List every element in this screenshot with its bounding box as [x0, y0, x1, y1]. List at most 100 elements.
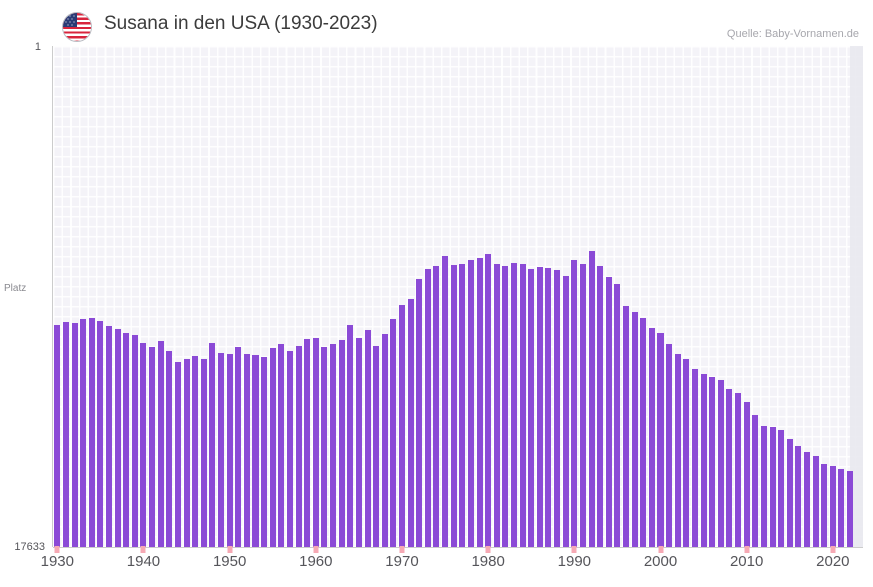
x-tick-mark [830, 546, 836, 553]
bar [554, 270, 561, 547]
x-tick-label: 2020 [816, 553, 850, 570]
shaded-future-region [850, 46, 863, 547]
bar [252, 355, 259, 547]
source-label: Quelle: Baby-Vornamen.de [726, 28, 859, 40]
bar [519, 264, 526, 547]
x-tick-label: 1930 [40, 553, 74, 570]
bar [536, 267, 543, 547]
y-axis-bottom-label: 17633 [14, 541, 45, 553]
x-tick-label: 1940 [126, 553, 161, 570]
bar [390, 319, 397, 547]
bar [821, 464, 828, 547]
bar [269, 348, 276, 547]
bar [847, 471, 854, 547]
bar [786, 439, 793, 547]
x-tick-label: 2010 [729, 553, 764, 570]
bar [97, 321, 104, 547]
bar [562, 276, 569, 547]
bar [330, 344, 337, 547]
bar [364, 330, 371, 547]
bar [735, 393, 742, 547]
bar [424, 269, 431, 547]
bars-layer [53, 46, 863, 547]
bar [123, 333, 130, 547]
bar [579, 264, 586, 547]
bar [605, 277, 612, 547]
bar [286, 351, 293, 547]
bar [88, 318, 95, 547]
bar [760, 426, 767, 547]
bar [226, 354, 233, 547]
bar [321, 347, 328, 547]
bar [114, 329, 121, 547]
bar [450, 265, 457, 547]
bar [243, 354, 250, 547]
bar [192, 356, 199, 547]
bar [433, 266, 440, 547]
bar [683, 359, 690, 547]
bar [674, 354, 681, 547]
bar [648, 328, 655, 547]
bar [571, 260, 578, 547]
bar [700, 374, 707, 547]
x-tick-label: 1960 [299, 553, 333, 570]
flag-canton [63, 13, 77, 27]
bar [838, 469, 845, 547]
bar [416, 279, 423, 547]
bar [200, 359, 207, 547]
bar [709, 377, 716, 547]
x-tick-mark [744, 546, 750, 553]
bar [166, 351, 173, 547]
bar [278, 344, 285, 547]
x-tick-mark [227, 546, 233, 553]
bar [752, 415, 759, 547]
bar [623, 306, 630, 547]
bar [459, 264, 466, 547]
bar [209, 343, 216, 547]
bar [131, 335, 138, 547]
bar [829, 466, 836, 547]
bar [640, 318, 647, 547]
bar [545, 268, 552, 547]
x-tick-mark [399, 546, 405, 553]
bar [717, 380, 724, 547]
x-tick-mark [140, 546, 146, 553]
x-tick-label: 1970 [385, 553, 419, 570]
bar [442, 256, 449, 547]
bar [174, 362, 181, 547]
bar [493, 264, 500, 547]
bar [691, 369, 698, 547]
x-tick-mark [485, 546, 491, 553]
bar [295, 346, 302, 547]
x-tick-mark [54, 546, 60, 553]
bar [597, 266, 604, 547]
bar [62, 322, 69, 547]
bar [803, 452, 810, 547]
usa-flag-icon [62, 12, 92, 42]
bar [614, 284, 621, 547]
bar [476, 258, 483, 547]
bar [54, 325, 61, 547]
y-axis-top-label: 1 [34, 41, 41, 53]
bar [398, 305, 405, 547]
x-tick-mark [658, 546, 663, 553]
bar [743, 402, 750, 547]
bar [528, 269, 535, 547]
bar [407, 299, 414, 547]
bar [666, 344, 673, 547]
bar [373, 346, 380, 547]
bar [631, 312, 638, 547]
bar [183, 359, 190, 547]
bar [795, 446, 802, 547]
y-axis-line [52, 46, 53, 547]
bar [157, 341, 164, 547]
bar [510, 263, 518, 547]
bar [218, 353, 225, 547]
bar [502, 266, 509, 547]
bar [726, 389, 733, 547]
plot-area [53, 46, 863, 547]
bar [355, 338, 362, 547]
x-tick-label: 1980 [471, 553, 505, 570]
bar [312, 338, 319, 547]
